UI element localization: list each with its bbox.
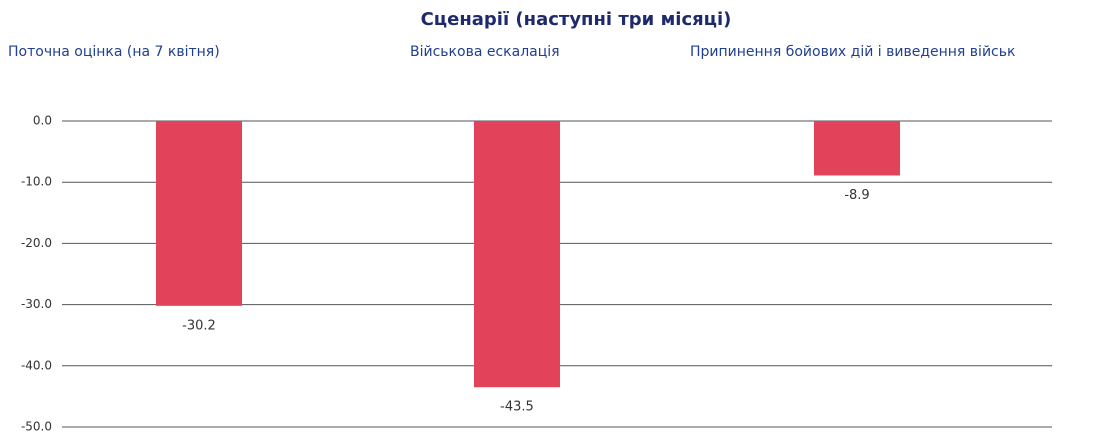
bar	[814, 121, 900, 176]
value-label: -30.2	[182, 318, 216, 333]
value-label: -8.9	[844, 188, 869, 203]
y-tick-label: -30.0	[21, 297, 52, 311]
chart-title: Сценарії (наступні три місяці)	[421, 9, 732, 30]
y-tick-label: -40.0	[21, 358, 52, 372]
bar	[474, 121, 560, 388]
category-label: Припинення бойових дій і виведення війсь…	[690, 44, 1015, 60]
y-tick-label: -20.0	[21, 236, 52, 250]
value-label: -43.5	[500, 400, 534, 415]
y-tick-label: 0.0	[33, 114, 52, 128]
y-tick-label: -50.0	[21, 420, 52, 434]
y-tick-label: -10.0	[21, 175, 52, 189]
category-label: Військова ескалація	[410, 44, 560, 60]
bar	[156, 121, 242, 306]
category-label: Поточна оцінка (на 7 квітня)	[8, 44, 220, 60]
